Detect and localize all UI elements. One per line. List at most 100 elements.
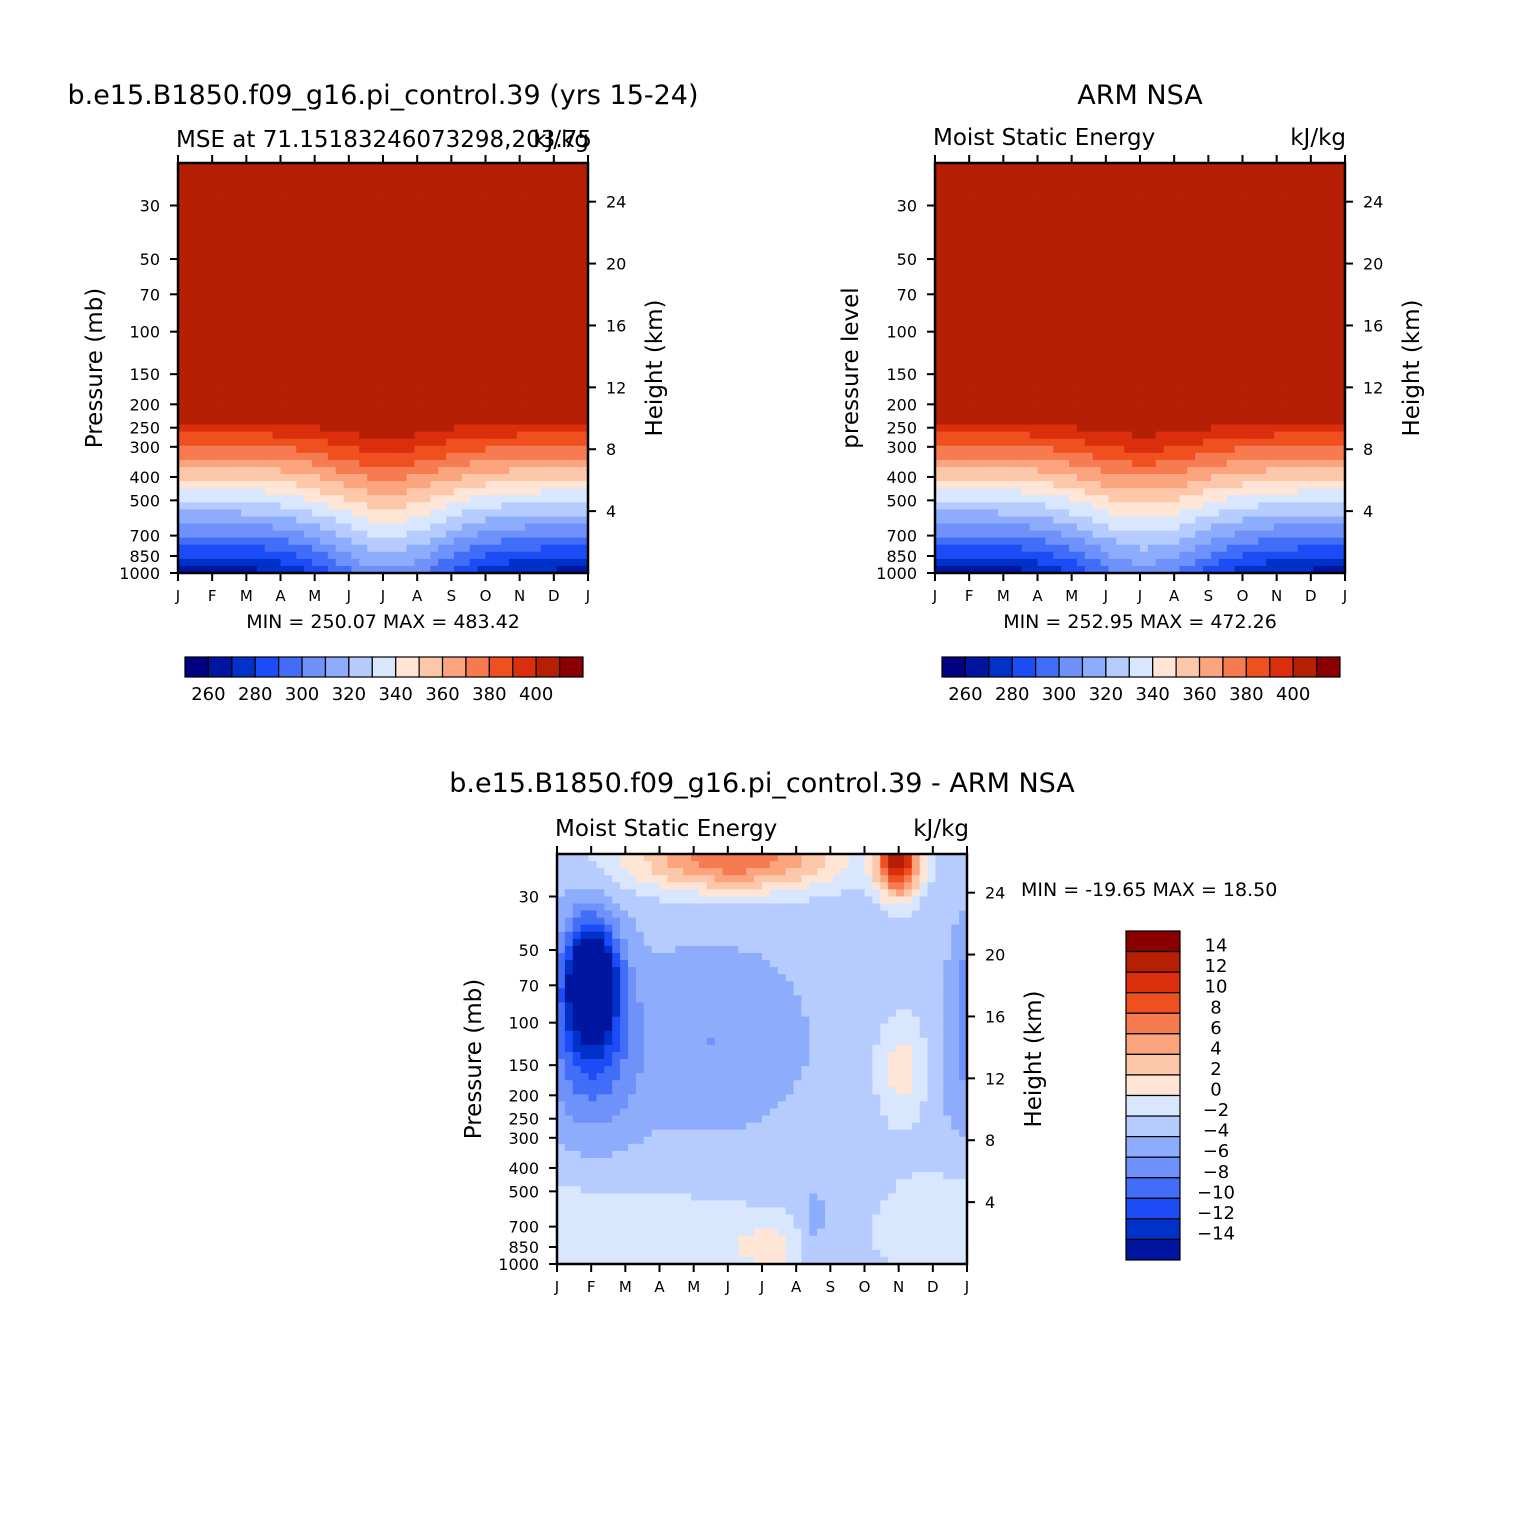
contour-cell: [1289, 396, 1299, 404]
contour-cell: [185, 212, 195, 221]
contour-cell: [1021, 212, 1031, 221]
y-tick-label: 700: [129, 527, 160, 546]
contour-cell: [1084, 247, 1094, 256]
contour-cell: [1116, 403, 1125, 412]
contour-cell: [233, 304, 242, 313]
contour-cell: [209, 488, 219, 496]
contour-cell: [1210, 240, 1220, 249]
contour-cell: [193, 233, 203, 242]
contour-cell: [517, 205, 526, 214]
contour-cell: [446, 290, 455, 298]
contour-cell: [193, 353, 203, 362]
contour-cell: [453, 261, 463, 270]
contour-cell: [1108, 389, 1117, 397]
contour-cell: [1108, 163, 1117, 171]
contour-cell: [248, 212, 258, 221]
contour-cell: [1171, 254, 1181, 263]
contour-cell: [1242, 177, 1251, 185]
contour-cell: [383, 276, 392, 284]
contour-cell: [383, 530, 392, 539]
contour-cell: [1076, 276, 1086, 284]
contour-cell: [453, 466, 463, 475]
contour-cell: [446, 318, 455, 327]
contour-cell: [256, 219, 266, 228]
contour-cell: [477, 269, 487, 277]
contour-cell: [319, 240, 329, 249]
contour-cell: [280, 191, 289, 199]
contour-cell: [1124, 311, 1133, 320]
contour-cell: [296, 431, 305, 440]
contour-cell: [453, 170, 463, 178]
contour-cell: [1195, 198, 1204, 207]
contour-cell: [1313, 163, 1322, 171]
contour-cell: [201, 389, 211, 397]
contour-cell: [1218, 375, 1228, 383]
contour-cell: [414, 311, 424, 320]
contour-cell: [1108, 410, 1117, 419]
contour-cell: [335, 346, 345, 355]
contour-cell: [1210, 219, 1220, 228]
contour-cell: [1305, 219, 1315, 228]
contour-cell: [280, 537, 289, 546]
contour-cell: [178, 205, 187, 214]
contour-cell: [532, 537, 542, 546]
contour-cell: [319, 516, 329, 525]
contour-cell: [1242, 269, 1251, 277]
contour-cell: [1132, 254, 1141, 263]
contour-cell: [1053, 382, 1062, 390]
contour-cell: [572, 481, 581, 489]
contour-cell: [280, 304, 289, 313]
contour-cell: [264, 488, 274, 496]
contour-cell: [375, 198, 384, 207]
contour-cell: [469, 375, 479, 383]
contour-cell: [548, 466, 558, 475]
contour-cell: [501, 184, 510, 192]
contour-cell: [958, 318, 968, 327]
contour-cell: [367, 339, 376, 348]
contour-cell: [1163, 276, 1173, 284]
contour-cell: [532, 339, 542, 348]
contour-cell: [1226, 332, 1236, 341]
contour-cell: [1005, 368, 1015, 376]
contour-cell: [1013, 269, 1023, 277]
contour-cell: [524, 346, 534, 355]
contour-cell: [312, 170, 321, 178]
contour-cell: [1210, 304, 1220, 313]
contour-cell: [1061, 184, 1070, 192]
contour-cell: [501, 396, 510, 404]
contour-cell: [1155, 184, 1165, 192]
contour-cell: [1258, 396, 1267, 404]
contour-cell: [280, 311, 289, 320]
contour-cell: [1226, 311, 1236, 320]
contour-cell: [248, 396, 258, 404]
contour-cell: [422, 240, 431, 249]
contour-cell: [422, 474, 431, 482]
contour-cell: [335, 276, 345, 284]
contour-cell: [966, 205, 976, 214]
contour-cell: [288, 240, 297, 249]
contour-cell: [998, 353, 1007, 362]
y-tick-label: 500: [129, 491, 160, 510]
contour-cell: [1313, 283, 1322, 291]
contour-cell: [1045, 297, 1054, 305]
contour-cell: [256, 509, 266, 518]
contour-cell: [1155, 353, 1165, 362]
contour-cell: [304, 445, 313, 454]
contour-cell: [256, 438, 266, 447]
contour-cell: [1203, 247, 1212, 256]
contour-cell: [1029, 233, 1039, 242]
contour-cell: [1218, 240, 1228, 249]
contour-cell: [335, 516, 345, 525]
contour-cell: [438, 459, 447, 468]
contour-cell: [935, 368, 944, 376]
contour-cell: [564, 290, 573, 298]
contour-cell: [501, 219, 510, 228]
contour-cell: [1171, 403, 1181, 412]
contour-cell: [1234, 403, 1244, 412]
contour-cell: [1155, 332, 1165, 341]
contour-cell: [1242, 247, 1251, 256]
contour-cell: [335, 198, 345, 207]
contour-cell: [209, 410, 219, 419]
contour-cell: [367, 396, 376, 404]
contour-cell: [288, 269, 297, 277]
